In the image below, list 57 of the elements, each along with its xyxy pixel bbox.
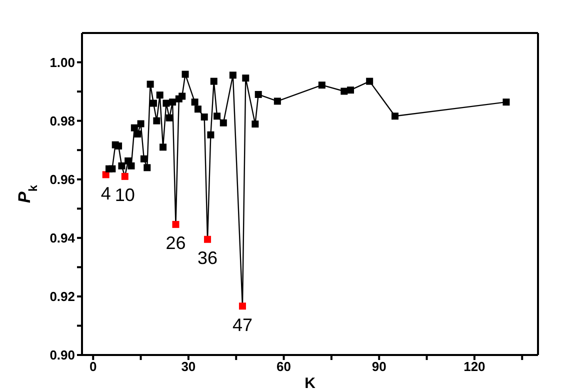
point (214, 112, 221, 120)
point (242, 74, 250, 82)
point (200, 114, 208, 121)
point (128, 162, 135, 170)
y-tick-label: 0.98 (50, 113, 75, 128)
point (238, 302, 246, 310)
point (146, 80, 154, 88)
point (229, 72, 236, 79)
annotation: 47 (232, 314, 252, 335)
point (502, 98, 510, 106)
annotation: 36 (198, 248, 218, 268)
point (153, 117, 160, 124)
point (140, 155, 148, 162)
x-tick-label: 0 (90, 359, 97, 374)
point (172, 220, 180, 228)
point (347, 86, 354, 94)
y-tick-label: 1.00 (50, 54, 75, 70)
point (210, 78, 218, 85)
point (204, 236, 212, 243)
point (318, 82, 326, 89)
point (108, 165, 116, 172)
x-axis-title: K (304, 375, 316, 392)
x-tick-label: 30 (181, 359, 196, 374)
point (194, 106, 202, 113)
point (254, 90, 262, 98)
point (274, 98, 281, 105)
point (137, 120, 144, 128)
point (178, 92, 186, 100)
annotation: 26 (166, 233, 186, 254)
point (118, 162, 126, 170)
point (191, 98, 198, 106)
y-tick-label: 0.96 (50, 172, 75, 187)
point (156, 92, 164, 99)
point (144, 164, 151, 172)
x-tick-label: 90 (372, 359, 386, 374)
point (162, 100, 170, 107)
point (252, 120, 259, 128)
point (392, 112, 399, 120)
point (207, 131, 214, 138)
point (220, 119, 227, 126)
point (115, 142, 122, 150)
y-tick-label: 0.92 (50, 289, 75, 304)
x-tick-label: 120 (464, 359, 486, 374)
x-tick-label: 60 (276, 359, 292, 374)
point (166, 114, 173, 122)
point (134, 130, 142, 138)
annotation: 10 (114, 185, 135, 206)
point (366, 78, 374, 85)
y-tick-label: 0.90 (50, 348, 75, 363)
point (169, 98, 176, 106)
point (182, 70, 189, 78)
point (160, 144, 167, 151)
point (340, 88, 348, 95)
y-tick-label: 0.94 (50, 230, 76, 246)
point (150, 100, 157, 107)
point (121, 172, 128, 180)
annotation: 4 (100, 183, 111, 204)
